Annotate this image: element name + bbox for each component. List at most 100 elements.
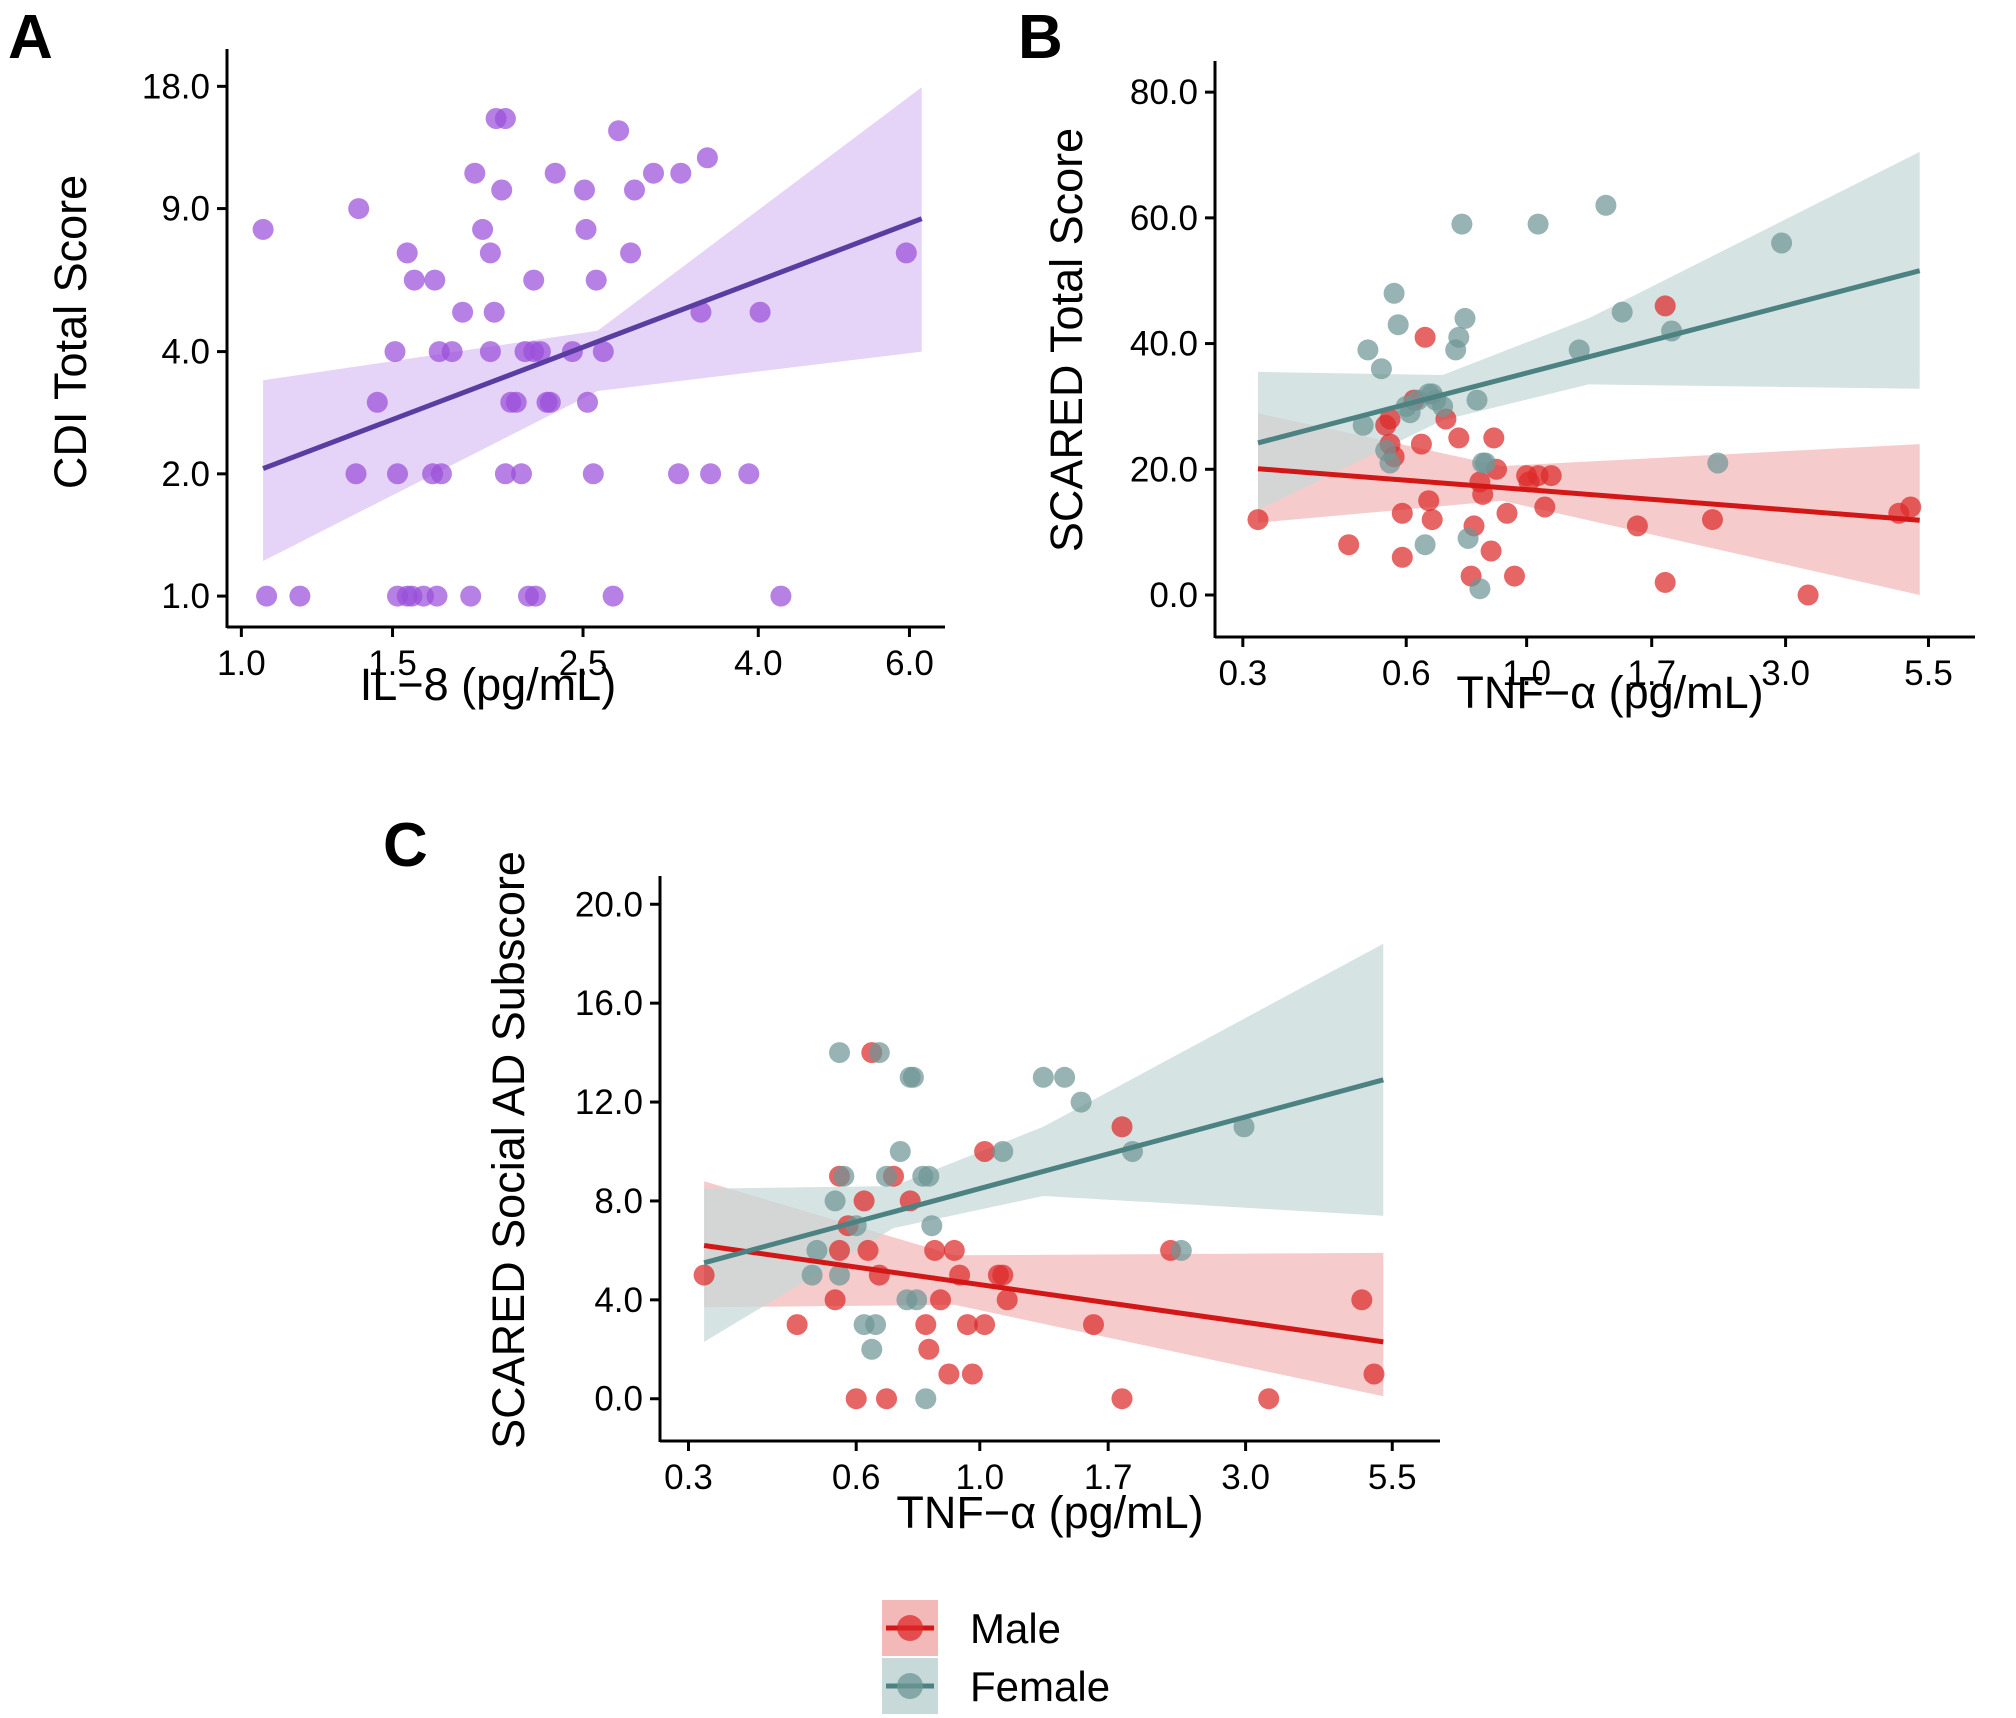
panel-a-all-data-point: [574, 179, 595, 201]
panel-a-all-data-point: [738, 463, 760, 485]
panel-c-y-tick-label: 8.0: [594, 1182, 643, 1221]
panel-b-male-data-point: [1496, 502, 1518, 524]
panel-c-male-data-point: [786, 1314, 808, 1336]
panel-c-male-data-point: [974, 1141, 996, 1162]
panel-c-female-data-point: [1170, 1239, 1192, 1261]
panel-b-female-data-point: [1432, 395, 1454, 417]
panel-a-all-data-point: [345, 463, 367, 485]
panel-b-male-data-point: [1654, 295, 1676, 317]
panel-a-all-data-point: [505, 391, 527, 413]
panel-a-all-data-point: [348, 198, 370, 220]
panel-a-all-data-point: [479, 341, 501, 363]
panel-c-x-tick-label: 1.7: [1084, 1458, 1133, 1497]
panel-c-y-tick-label: 0.0: [594, 1380, 643, 1419]
legend-item-male: Male: [882, 1600, 1061, 1656]
panel-a-all-data-point: [403, 269, 425, 291]
legend-item-female: Female: [882, 1658, 1110, 1714]
panel-a-all-data-point: [643, 162, 664, 184]
panel-b-female-data-point: [1451, 213, 1473, 235]
panel-b-male-data-point: [1421, 509, 1443, 531]
panel-b-male-data-point: [1483, 427, 1505, 449]
panel-b-x-tick-label: 3.0: [1761, 654, 1810, 693]
panel-b-y-tick-label: 40.0: [1130, 325, 1198, 364]
panel-c-female-data-point: [833, 1165, 855, 1187]
panel-a-all-data-point: [895, 242, 917, 264]
panel-b-male-data-point: [1900, 496, 1922, 518]
panel-a-all-data-point: [602, 585, 624, 607]
panel-a-x-tick-label: 4.0: [734, 644, 783, 683]
panel-b-x-axis-title: TNF−α (pg/mL): [1456, 667, 1763, 718]
panel-b-x-tick-label: 0.6: [1382, 654, 1431, 693]
panel-c-female-data-point: [902, 1066, 924, 1088]
panel-c-male-data-point: [876, 1388, 897, 1410]
panel-c-x-tick-label: 1.0: [955, 1458, 1004, 1497]
panel-a-all-data-point: [770, 585, 792, 607]
panel-c-male-data-point: [829, 1239, 850, 1261]
panel-a-all-data-point: [624, 179, 645, 201]
panel-a-y-tick-label: 1.0: [161, 577, 210, 616]
panel-c-x-tick-label: 0.3: [664, 1458, 713, 1497]
panel-c-female-data-point: [801, 1264, 823, 1286]
panel-a-all-data-point: [582, 463, 604, 485]
panel-c-male-data-point: [930, 1289, 951, 1311]
panel-a-y-tick-label: 18.0: [142, 67, 210, 106]
panel-c-female-data-point: [1054, 1066, 1076, 1088]
panel-a-all-data-point: [539, 391, 561, 413]
panel-b-y-tick-label: 20.0: [1130, 450, 1198, 489]
panel-b-female-data-point: [1771, 232, 1793, 254]
panel-c-female-data-point: [868, 1042, 890, 1064]
panel-a-all-data-point: [620, 242, 642, 264]
panel-c-male-data-point: [924, 1239, 946, 1261]
panel-a-all-data-point: [585, 269, 607, 291]
panel-c-x-tick-label: 3.0: [1221, 1458, 1270, 1497]
panel-c-female-data-point: [992, 1141, 1014, 1162]
panel-b-y-tick-label: 0.0: [1149, 576, 1198, 615]
panel-a-all-data-point: [749, 301, 771, 323]
panel-b-male-data-point: [1654, 571, 1676, 593]
panel-b-female-data-point: [1370, 358, 1392, 380]
legend: Male Female: [882, 1600, 1110, 1714]
panel-a-all-data-point: [544, 162, 566, 184]
panel-a-label: A: [8, 3, 53, 72]
panel-c-male-data-point: [943, 1239, 965, 1261]
panel-c-label: C: [383, 811, 428, 880]
panel-c-male-data-point: [824, 1289, 846, 1311]
panel-b-female-data-point: [1448, 326, 1470, 348]
panel-c-y-tick-label: 4.0: [594, 1281, 643, 1320]
panel-c-male-data-point: [853, 1190, 875, 1212]
panel-a-all-data-point: [491, 179, 513, 201]
panel-b-y-tick-label: 80.0: [1130, 73, 1198, 112]
panel-a-all-data-point: [494, 463, 516, 485]
panel-b-female-data-point: [1611, 301, 1633, 323]
panel-b-male-data-point: [1626, 515, 1648, 537]
panel-a-all-data-point: [479, 242, 501, 264]
panel-a-all-data-point: [289, 585, 311, 607]
panel-c-female-data-point: [921, 1215, 943, 1237]
panel-a-all-data-point: [524, 585, 546, 607]
panel-a-all-data-point: [460, 585, 482, 607]
panel-a-all-data-point: [426, 585, 448, 607]
panel-a-all-data-point: [523, 269, 545, 291]
panel-c-male-data-point: [845, 1388, 867, 1410]
panel-a-chart: A 1.0 1.5 2.5 4.0 6.0 1.0 2.0 4.0 9.0 18.0 IL−8 (…: [8, 3, 945, 710]
panel-a-all-data-point: [608, 120, 630, 142]
panel-b-male-data-point: [1534, 496, 1556, 518]
legend-female-point-swatch: [897, 1673, 923, 1699]
panel-a-all-data-point: [577, 391, 598, 413]
panel-c-female-data-point: [918, 1165, 940, 1187]
panel-b-female-data-point: [1379, 452, 1401, 474]
panel-c-y-axis-title: SCARED Social AD Subscore: [483, 851, 534, 1449]
panel-a-all-data-point: [472, 218, 494, 240]
panel-b-female-fit-line: [1257, 268, 1921, 446]
panel-c-x-tick-label: 0.6: [832, 1458, 881, 1497]
panel-a-x-tick-label: 1.0: [217, 644, 266, 683]
panel-a-all-data-point: [430, 463, 452, 485]
panel-b-y-tick-label: 60.0: [1130, 199, 1198, 238]
panel-c-female-data-point: [876, 1165, 897, 1187]
panel-c-female-data-point: [824, 1190, 846, 1212]
panel-c-female-data-point: [1070, 1091, 1092, 1113]
panel-c-male-data-point: [1351, 1289, 1373, 1311]
panel-c-male-data-point: [938, 1363, 960, 1385]
panel-c-male-data-point: [992, 1264, 1014, 1286]
